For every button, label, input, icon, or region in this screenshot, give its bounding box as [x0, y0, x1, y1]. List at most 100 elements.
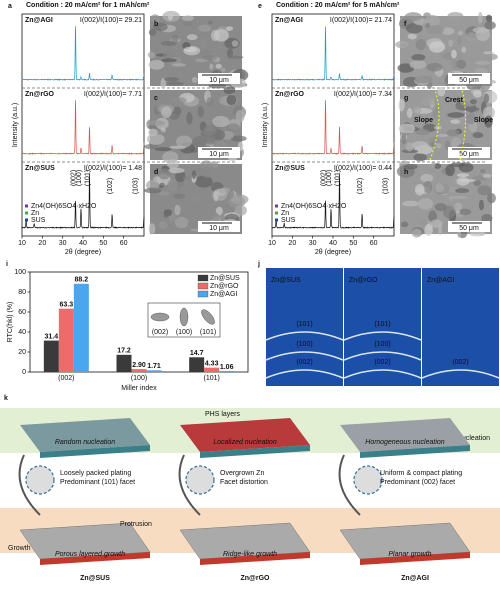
scale-label: 50 μm — [459, 77, 479, 84]
texture-ratio: I(002)/I(100)= 1.48 — [84, 165, 142, 172]
x-tick-label: 10 — [268, 240, 276, 247]
sem-texture — [226, 94, 237, 106]
crest-line — [459, 89, 467, 161]
sem-texture — [171, 97, 187, 104]
sem-texture — [221, 67, 226, 72]
bar — [219, 370, 235, 372]
sem-texture — [402, 200, 420, 207]
sem-texture — [150, 14, 161, 24]
sem-texture — [234, 205, 247, 216]
diffraction-image — [266, 268, 343, 386]
sem-texture — [208, 83, 227, 89]
stage-caption: Random nucleation — [55, 439, 115, 446]
sem-texture — [168, 167, 185, 174]
sem-texture — [409, 60, 427, 70]
sem-texture — [157, 168, 171, 180]
sem-texture — [154, 147, 172, 152]
legend-label: Zn — [31, 210, 39, 217]
sem-texture — [223, 86, 236, 95]
legend-label: SUS — [31, 217, 46, 224]
diffraction-ring — [343, 369, 422, 379]
sem-texture — [452, 57, 457, 70]
sem-texture — [198, 24, 212, 32]
sem-texture — [231, 40, 239, 47]
scale-label: 10 μm — [209, 151, 229, 158]
sem-texture — [398, 98, 405, 112]
condition: Condition : 20 mA/cm² for 5 mAh/cm² — [276, 2, 400, 9]
peak-label: (102) — [357, 178, 364, 194]
y-tick-label: 100 — [14, 269, 26, 276]
sem-texture — [200, 160, 213, 170]
legend-label: Zn@rGO — [210, 283, 239, 290]
stage-caption: Homogeneous nucleation — [365, 439, 444, 446]
sem-texture — [466, 113, 476, 125]
x-tick-label: 40 — [79, 240, 87, 247]
sem-texture — [148, 28, 157, 36]
value-label: 4.33 — [205, 361, 219, 368]
sem-texture — [420, 173, 434, 183]
sem-texture — [211, 161, 219, 168]
sem-texture — [189, 193, 201, 205]
sem-texture — [458, 162, 474, 173]
sample-name: Zn@SUS — [271, 277, 301, 284]
stage-label: Nucleation — [457, 435, 490, 442]
sem-texture — [225, 123, 240, 132]
texture-ratio: I(002)/I(100)= 7.71 — [84, 91, 142, 98]
sem-texture — [215, 63, 222, 69]
substrate-side — [200, 552, 310, 565]
sem-texture — [432, 108, 440, 120]
sem-texture — [160, 40, 177, 47]
sem-texture — [458, 208, 472, 216]
y-axis-label: Intensity (a.u.) — [262, 103, 269, 147]
note: Predominant (002) facet — [380, 479, 455, 486]
sem-texture — [457, 35, 462, 46]
sem-texture — [478, 11, 483, 24]
texture-ratio: I(002)/I(100)= 7.34 — [334, 91, 392, 98]
sem-texture — [166, 81, 185, 86]
note: Loosely packed plating — [60, 470, 131, 477]
sem-texture — [201, 167, 213, 178]
sem-texture — [211, 212, 220, 223]
sem-texture — [412, 106, 422, 115]
sem-texture — [158, 221, 168, 230]
sem-texture — [455, 96, 462, 103]
panel-letter: k — [4, 395, 8, 402]
sem-texture — [483, 93, 490, 104]
diffraction-image — [344, 268, 421, 386]
crest-line — [429, 89, 440, 161]
sem-texture — [401, 132, 407, 145]
x-tick-label: 20 — [288, 240, 296, 247]
scale-bar-box — [448, 73, 490, 84]
diffraction-ring — [343, 331, 422, 341]
bar — [58, 308, 74, 372]
diffraction-ring — [343, 351, 422, 361]
sem-texture — [158, 191, 171, 196]
xrd-trace — [21, 100, 145, 155]
sem-texture — [174, 204, 181, 216]
diffraction-ring — [421, 369, 500, 379]
sem-texture — [174, 216, 189, 229]
sem-texture — [472, 27, 490, 34]
legend-swatch — [197, 274, 209, 282]
note: Slope — [414, 117, 433, 124]
ring-label: (002) — [452, 359, 468, 366]
sem-texture — [147, 51, 156, 59]
sem-texture — [456, 173, 470, 178]
sem-texture — [484, 53, 498, 61]
ring-label: (101) — [374, 321, 390, 328]
bar — [116, 354, 132, 372]
y-axis-label: Intensity (a.u.) — [12, 103, 19, 147]
sem-texture — [206, 97, 214, 107]
panel-letter: e — [258, 3, 262, 10]
sem-texture — [183, 22, 194, 26]
panel-letter: h — [404, 169, 408, 176]
x-axis-label: 2θ (degree) — [315, 249, 351, 256]
panel-letter: i — [6, 261, 8, 268]
sem-texture — [447, 11, 464, 21]
texture-ratio: I(002)/I(100)= 29.21 — [80, 17, 142, 24]
sem-texture — [153, 22, 168, 32]
sem-texture — [160, 77, 166, 89]
marker-square — [275, 204, 278, 208]
xrd-trace — [271, 173, 395, 229]
